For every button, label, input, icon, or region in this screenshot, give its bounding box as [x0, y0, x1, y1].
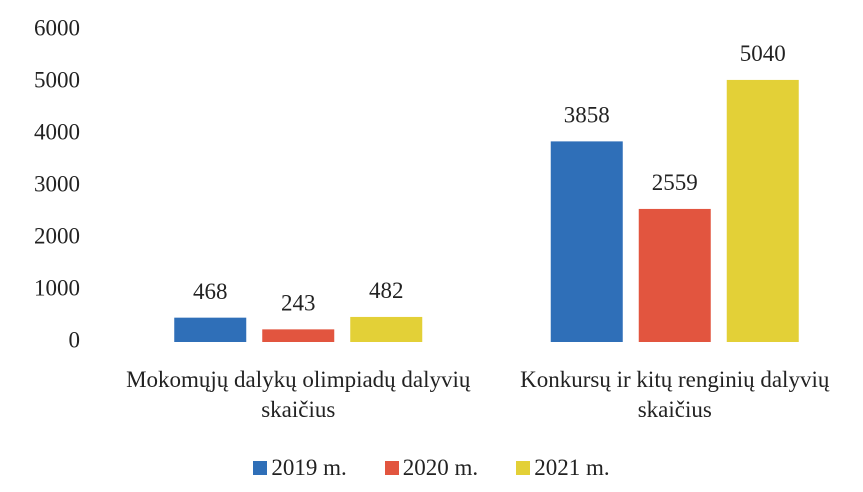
value-label: 5040	[740, 41, 786, 66]
bar	[726, 79, 799, 343]
bar	[638, 208, 711, 342]
y-tick-label: 0	[69, 327, 81, 352]
bar	[550, 141, 623, 342]
y-tick-label: 3000	[34, 171, 80, 196]
y-tick-label: 6000	[34, 15, 80, 40]
legend-label: 2021 m.	[534, 455, 610, 480]
legend-label: 2019 m.	[271, 455, 347, 480]
legend-swatch	[253, 461, 268, 475]
value-label: 2559	[652, 170, 698, 195]
y-tick-label: 5000	[34, 67, 80, 92]
bar	[350, 316, 423, 342]
legend-item: 2019 m.	[253, 455, 347, 481]
legend-item: 2021 m.	[516, 455, 610, 481]
value-label: 482	[369, 278, 404, 303]
y-tick-label: 2000	[34, 223, 80, 248]
y-tick-label: 4000	[34, 119, 80, 144]
y-tick-label: 1000	[34, 275, 80, 300]
legend-item: 2020 m.	[384, 455, 479, 481]
legend-swatch	[384, 461, 399, 475]
value-label: 3858	[564, 103, 610, 128]
value-label: 243	[281, 291, 316, 316]
x-tick-label: Mokomųjų dalykų olimpiadų dalyvių skaiči…	[126, 367, 471, 422]
legend-label: 2020 m.	[402, 455, 479, 480]
chart: 0 1000 2000 3000 4000 5000 6000 468 243 482 3858 25…	[34, 15, 799, 352]
legend-swatch	[516, 461, 531, 475]
bar	[174, 317, 247, 342]
x-tick-label: Konkursų ir kitų renginių dalyvių skaiči…	[520, 367, 830, 422]
bar	[262, 329, 335, 342]
legend: 2019 m. 2020 m. 2021 m.	[0, 455, 863, 481]
value-label: 468	[193, 279, 228, 304]
